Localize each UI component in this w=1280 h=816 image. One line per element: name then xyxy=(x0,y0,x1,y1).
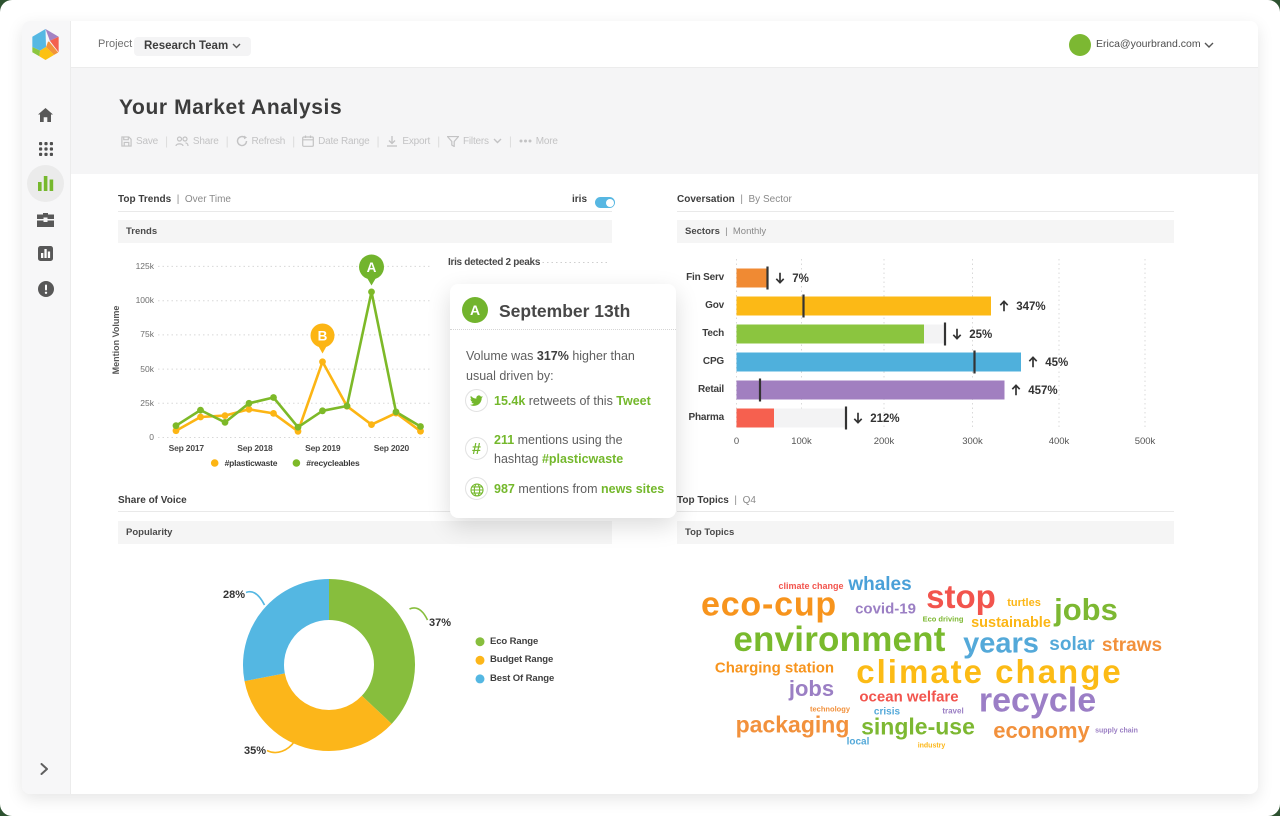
svg-text:A: A xyxy=(367,260,377,275)
svg-text:B: B xyxy=(318,329,328,344)
